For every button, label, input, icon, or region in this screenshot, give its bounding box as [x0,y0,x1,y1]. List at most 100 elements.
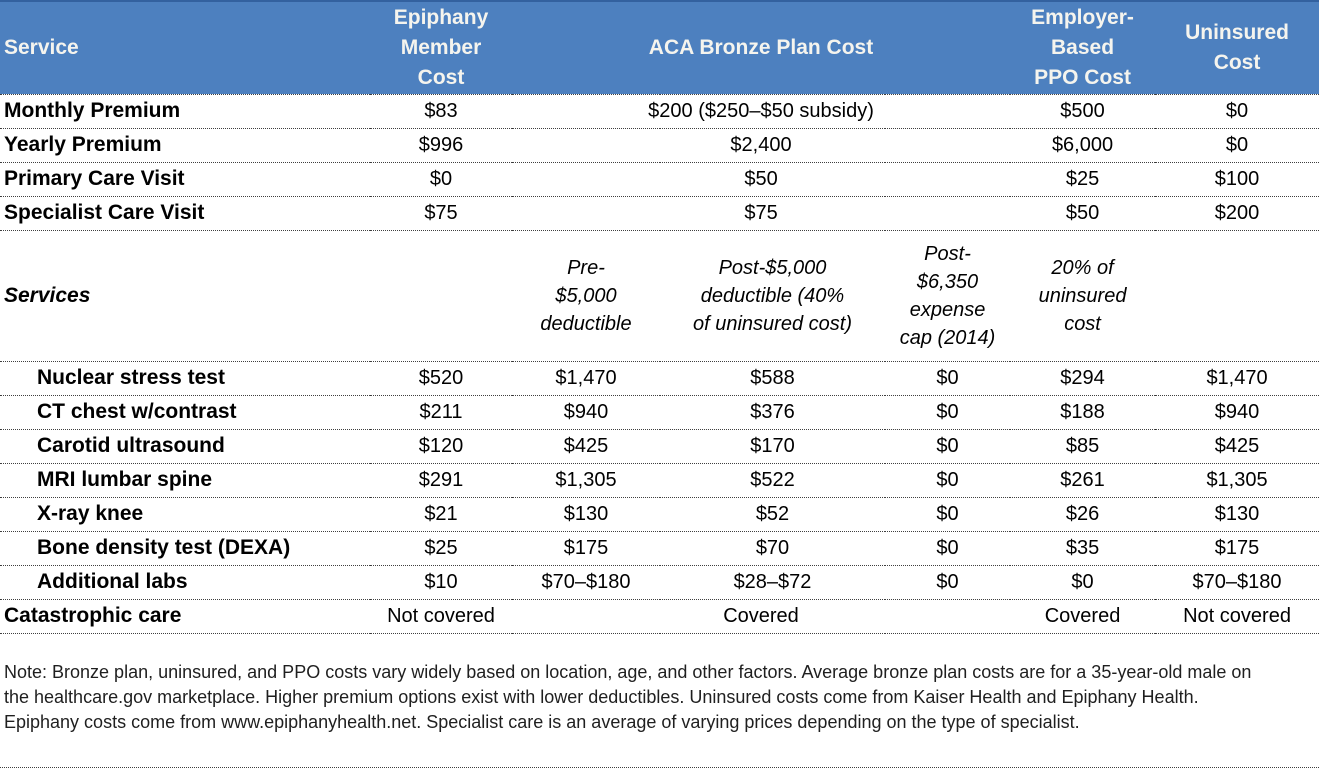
post-deductible-cell: $376 [750,400,795,423]
uninsured-coverage-cell: Not covered [1183,604,1291,627]
expense-cap-cell: $0 [936,570,959,593]
row-catastrophic-care: Catastrophic care Not covered Covered Co… [0,599,1319,633]
col-header-aca-bronze-plan-cost: ACA Bronze Plan Cost [512,0,1011,95]
ppo-cost-cell: $85 [1065,434,1100,457]
col-header-epiphany-member-cost: Epiphany Member Cost [370,0,512,95]
row-additional-labs: Additional labs $10 $70–$180 $28–$72 $0 … [0,565,1319,599]
aca-cost-cell: $75 [744,201,778,224]
subheader-post-deductible: Post-$5,000 deductible (40% of uninsured… [693,256,852,335]
uninsured-cost-cell: $425 [1214,434,1260,457]
epiphany-cost-cell: $21 [424,502,458,525]
expense-cap-cell: $0 [936,400,959,423]
col-header-employer-ppo-cost: Employer- Based PPO Cost [1010,0,1156,95]
cost-comparison-table: Service Epiphany Member Cost ACA Bronze … [0,0,1319,633]
row-label: Yearly Premium [4,133,162,156]
uninsured-cost-cell: $0 [1225,99,1249,122]
header-row: Service Epiphany Member Cost ACA Bronze … [0,0,1319,95]
row-mri-lumbar-spine: MRI lumbar spine $291 $1,305 $522 $0 $26… [0,463,1319,497]
pre-deductible-cell: $425 [563,434,609,457]
col-header-service: Service [0,0,370,95]
row-nuclear-stress-test: Nuclear stress test $520 $1,470 $588 $0 … [0,361,1319,395]
row-label: MRI lumbar spine [37,468,213,491]
post-deductible-cell: $170 [750,434,795,457]
row-label: CT chest w/contrast [37,400,237,423]
uninsured-cost-cell: $175 [1214,536,1260,559]
footnote: Note: Bronze plan, uninsured, and PPO co… [4,661,1252,732]
aca-coverage-cell: Covered [723,604,799,627]
ppo-cost-cell: $261 [1060,468,1105,491]
ppo-cost-cell: $0 [1071,570,1094,593]
row-label: Bone density test (DEXA) [37,536,291,559]
uninsured-cost-cell: $70–$180 [1192,570,1282,593]
post-deductible-cell: $28–$72 [733,570,812,593]
row-label: Specialist Care Visit [4,201,205,224]
subheader-ppo-share: 20% of uninsured cost [1038,256,1127,335]
col-header-uninsured-cost: Uninsured Cost [1155,0,1319,95]
ppo-cost-cell: $50 [1065,201,1100,224]
ppo-cost-cell: $26 [1065,502,1100,525]
aca-cost-cell: $2,400 [730,133,792,156]
row-label: Primary Care Visit [4,167,185,190]
epiphany-cost-cell: $75 [424,201,458,224]
uninsured-cost-cell: $1,305 [1206,468,1268,491]
ppo-cost-cell: $25 [1065,167,1100,190]
aca-cost-cell: $50 [744,167,778,190]
bottom-divider [0,767,1319,768]
pre-deductible-cell: $175 [563,536,609,559]
pre-deductible-cell: $70–$180 [541,570,631,593]
epiphany-cost-cell: $291 [418,468,464,491]
row-label: Nuclear stress test [37,366,225,389]
ppo-cost-cell: $294 [1060,366,1105,389]
post-deductible-cell: $52 [755,502,790,525]
pre-deductible-cell: $1,305 [555,468,617,491]
epiphany-cost-cell: $25 [424,536,458,559]
uninsured-cost-cell: $1,470 [1206,366,1268,389]
row-label: X-ray knee [37,502,144,525]
ppo-cost-cell: $188 [1060,400,1105,423]
epiphany-coverage-cell: Not covered [387,604,495,627]
row-xray-knee: X-ray knee $21 $130 $52 $0 $26 $130 [0,497,1319,531]
subheader-pre-deductible: Pre- $5,000 deductible [540,256,632,335]
row-label: Monthly Premium [4,99,181,122]
epiphany-cost-cell: $211 [419,400,463,423]
expense-cap-cell: $0 [936,366,959,389]
expense-cap-cell: $0 [936,434,959,457]
row-monthly-premium: Monthly Premium $83 $200 ($250–$50 subsi… [0,94,1319,128]
epiphany-cost-cell: $10 [424,570,458,593]
row-carotid-ultrasound: Carotid ultrasound $120 $425 $170 $0 $85… [0,429,1319,463]
row-label: Catastrophic care [4,604,182,627]
post-deductible-cell: $70 [755,536,790,559]
row-label: Carotid ultrasound [37,434,225,457]
epiphany-cost-cell: $520 [418,366,464,389]
services-section-label: Services [4,283,91,307]
epiphany-cost-cell: $83 [424,99,458,122]
row-yearly-premium: Yearly Premium $996 $2,400 $6,000 $0 [0,128,1319,162]
ppo-cost-cell: $500 [1060,99,1105,122]
epiphany-cost-cell: $0 [429,167,453,190]
uninsured-cost-cell: $940 [1214,400,1260,423]
pre-deductible-cell: $130 [563,502,609,525]
ppo-cost-cell: $6,000 [1051,133,1114,156]
post-deductible-cell: $522 [750,468,795,491]
expense-cap-cell: $0 [936,536,959,559]
pre-deductible-cell: $1,470 [555,366,617,389]
uninsured-cost-cell: $130 [1214,502,1260,525]
row-bone-density-test: Bone density test (DEXA) $25 $175 $70 $0… [0,531,1319,565]
row-ct-chest: CT chest w/contrast $211 $940 $376 $0 $1… [0,395,1319,429]
post-deductible-cell: $588 [750,366,795,389]
uninsured-cost-cell: $100 [1214,167,1260,190]
row-label: Additional labs [37,570,188,593]
uninsured-cost-cell: $0 [1225,133,1249,156]
row-specialist-care-visit: Specialist Care Visit $75 $75 $50 $200 [0,196,1319,230]
ppo-cost-cell: $35 [1065,536,1100,559]
expense-cap-cell: $0 [936,468,959,491]
subheader-expense-cap: Post- $6,350 expense cap (2014) [899,242,996,349]
row-primary-care-visit: Primary Care Visit $0 $50 $25 $100 [0,162,1319,196]
aca-cost-cell: $200 ($250–$50 subsidy) [648,99,874,122]
row-services-subheader: Services Pre- $5,000 deductible Post-$5,… [0,230,1319,361]
empty-cell [1155,230,1319,361]
uninsured-cost-cell: $200 [1214,201,1260,224]
expense-cap-cell: $0 [936,502,959,525]
pre-deductible-cell: $940 [563,400,609,423]
